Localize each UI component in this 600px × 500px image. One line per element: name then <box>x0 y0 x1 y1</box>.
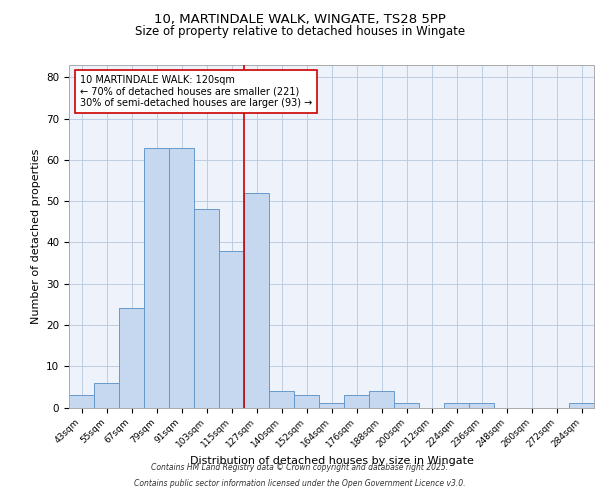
Text: Size of property relative to detached houses in Wingate: Size of property relative to detached ho… <box>135 25 465 38</box>
Bar <box>194 210 219 408</box>
Bar <box>169 148 194 408</box>
Bar <box>394 404 419 407</box>
Bar <box>219 250 244 408</box>
Bar <box>244 193 269 408</box>
Bar <box>444 404 469 407</box>
Text: Contains public sector information licensed under the Open Government Licence v3: Contains public sector information licen… <box>134 478 466 488</box>
Bar <box>144 148 169 408</box>
Bar <box>294 395 319 407</box>
Bar <box>69 395 94 407</box>
Bar <box>94 382 119 407</box>
Text: 10, MARTINDALE WALK, WINGATE, TS28 5PP: 10, MARTINDALE WALK, WINGATE, TS28 5PP <box>154 12 446 26</box>
Bar <box>269 391 294 407</box>
Bar <box>319 404 344 407</box>
Bar <box>369 391 394 407</box>
Bar <box>569 404 594 407</box>
Bar <box>469 404 494 407</box>
Bar <box>344 395 369 407</box>
Text: 10 MARTINDALE WALK: 120sqm
← 70% of detached houses are smaller (221)
30% of sem: 10 MARTINDALE WALK: 120sqm ← 70% of deta… <box>79 76 312 108</box>
X-axis label: Distribution of detached houses by size in Wingate: Distribution of detached houses by size … <box>190 456 473 466</box>
Bar <box>119 308 144 408</box>
Text: Contains HM Land Registry data © Crown copyright and database right 2025.: Contains HM Land Registry data © Crown c… <box>151 464 449 472</box>
Y-axis label: Number of detached properties: Number of detached properties <box>31 148 41 324</box>
